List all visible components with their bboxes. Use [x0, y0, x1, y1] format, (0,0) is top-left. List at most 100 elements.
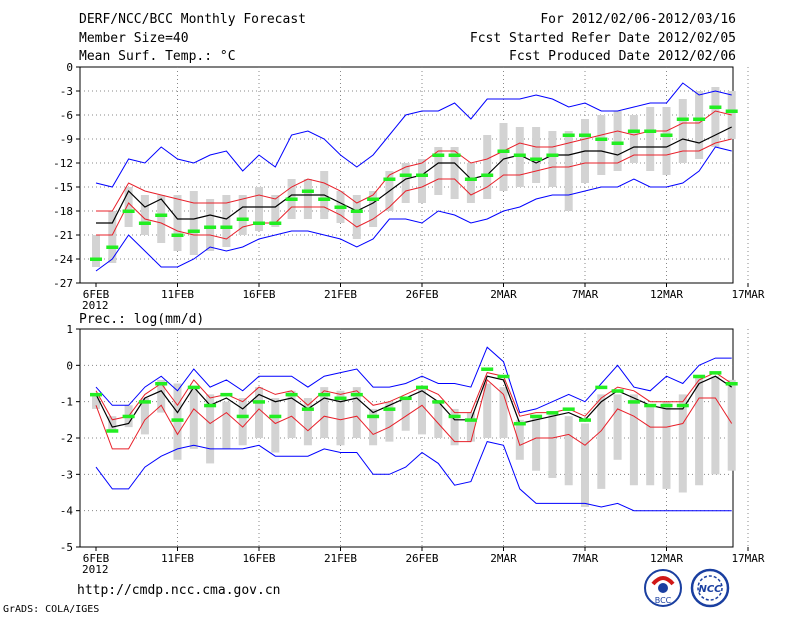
- panel1-observed-marker: [187, 229, 200, 233]
- panel1-y-tick-label: -6: [60, 109, 73, 122]
- panel1-y-tick-label: 0: [66, 61, 73, 74]
- panel2-observed-marker: [513, 421, 526, 426]
- panel2-range-bar: [581, 423, 589, 508]
- panel2-observed-marker: [562, 407, 575, 411]
- panel1-observed-marker: [432, 153, 445, 157]
- panel1-x-tick-label: 11FEB: [161, 288, 194, 301]
- panel2-observed-marker: [155, 382, 168, 386]
- panel1-observed-marker: [269, 221, 282, 225]
- chart-title: DERF/NCC/BCC Monthly Forecast: [79, 12, 306, 27]
- panel1-y-tick-label: -3: [60, 85, 73, 98]
- panel2-observed-marker: [546, 411, 559, 415]
- panel2-range-bar: [450, 408, 459, 446]
- panel1-range-bar: [548, 131, 557, 187]
- panel2-observed-marker: [350, 392, 363, 397]
- panel2-x-tick-label: 7MAR: [572, 552, 599, 565]
- panel2-observed-marker: [448, 414, 461, 419]
- panel1-range-bar: [450, 147, 459, 199]
- panel1-lower-spread-line: [96, 138, 732, 240]
- panel1-observed-marker: [285, 197, 298, 201]
- panel2-range-bar: [727, 379, 736, 471]
- panel1-range-bar: [206, 199, 215, 251]
- panel2-x-tick-label: 6FEB: [83, 552, 110, 565]
- panel2-lower-spread-line: [95, 378, 733, 450]
- panel2-y-tick-label: -3: [60, 468, 73, 481]
- panel1-observed-marker: [155, 213, 168, 217]
- panel2-range-bar: [336, 390, 345, 446]
- panel1-observed-marker: [579, 133, 591, 137]
- panel2-y-tick-label: 0: [66, 359, 73, 372]
- panel1-ensemble-mean-line: [96, 126, 732, 224]
- panel2-y-tick-label: -5: [60, 541, 73, 554]
- panel1-observed-marker: [171, 233, 184, 237]
- panel2-x-tick-label: 17MAR: [731, 552, 764, 565]
- panel1-observed-marker: [693, 117, 706, 121]
- panel1-range-bar: [352, 195, 361, 239]
- panel1-range-bar: [662, 107, 671, 175]
- panel2-ensemble-mean-line: [95, 375, 733, 428]
- panel2-max-envelope-line: [95, 346, 732, 414]
- panel1-observed-marker: [90, 257, 102, 261]
- panel2-range-bar: [108, 416, 117, 431]
- panel2-range-bar: [548, 412, 557, 478]
- panel2-range-bar: [711, 376, 720, 475]
- panel1-range-bar: [369, 191, 378, 227]
- panel2-observed-marker: [725, 382, 738, 386]
- panel2-upper-spread-line: [95, 372, 732, 421]
- panel2-range-bar: [271, 398, 280, 453]
- panel1-range-bar: [124, 187, 133, 227]
- panel1-observed-marker: [709, 105, 722, 109]
- panel2-x-tick-label: 12MAR: [650, 552, 683, 565]
- panel1-range-bar: [597, 115, 606, 175]
- panel2-range-bar: [287, 390, 296, 438]
- panel1-range-bar: [303, 179, 312, 219]
- panel1-observed-marker: [513, 153, 526, 157]
- forecast-period: For 2012/02/06-2012/03/16: [540, 12, 736, 27]
- panel1-range-bar: [108, 211, 117, 263]
- grads-credit: GrADS: COLA/IGES: [3, 604, 100, 615]
- ncc-logo-icon: NCC: [690, 568, 730, 608]
- panel1-y-tick-label: -12: [53, 157, 73, 170]
- panel2-range-bar: [320, 387, 329, 438]
- panel2-observed-marker: [236, 414, 249, 419]
- panel2-observed-marker: [90, 392, 102, 397]
- panel1-x-tick-label: 26FEB: [405, 288, 438, 301]
- panel2-range-bar: [466, 412, 475, 442]
- panel1-range-bar: [157, 195, 166, 243]
- panel1-observed-marker: [220, 225, 233, 229]
- panel2-observed-marker: [220, 392, 233, 397]
- panel1-observed-marker: [644, 129, 657, 133]
- panel1-range-bar: [401, 163, 410, 203]
- panel2-range-bar: [597, 394, 606, 489]
- panel2-x-tick-label: 26FEB: [405, 552, 438, 565]
- panel2-range-bar: [140, 398, 149, 435]
- panel2-range-bar: [434, 401, 443, 438]
- panel2-range-bar: [662, 401, 671, 489]
- panel1-observed-marker: [530, 157, 543, 161]
- panel1-observed-marker: [106, 245, 119, 249]
- panel1-observed-marker: [301, 189, 314, 193]
- panel1-range-bar: [418, 159, 426, 203]
- panel2-observed-marker: [595, 385, 608, 390]
- panel1-min-envelope-line: [95, 146, 732, 272]
- panel2-observed-marker: [497, 374, 510, 379]
- panel1-observed-marker: [660, 133, 673, 137]
- panel1-range-bar: [238, 195, 247, 235]
- panel2-range-bar: [385, 401, 394, 442]
- panel2-range-bar: [499, 387, 508, 438]
- panel1-range-bar: [92, 235, 100, 267]
- panel2-observed-marker: [187, 385, 200, 390]
- panel1-observed-marker: [138, 221, 151, 225]
- panel1-range-bar: [629, 115, 638, 163]
- panel1-observed-marker: [546, 153, 559, 157]
- footer-url[interactable]: http://cmdp.ncc.cma.gov.cn: [77, 583, 281, 598]
- panel2-range-bar: [629, 394, 638, 486]
- panel2-observed-marker: [383, 407, 396, 411]
- panel1-x-tick-label: 21FEB: [324, 288, 357, 301]
- panel1-observed-marker: [416, 173, 428, 177]
- bcc-logo-icon: BCC: [644, 569, 682, 607]
- panel2-observed-marker: [644, 403, 657, 408]
- panel2-range-bar: [189, 387, 198, 449]
- panel1-x-tick-label: 16FEB: [242, 288, 275, 301]
